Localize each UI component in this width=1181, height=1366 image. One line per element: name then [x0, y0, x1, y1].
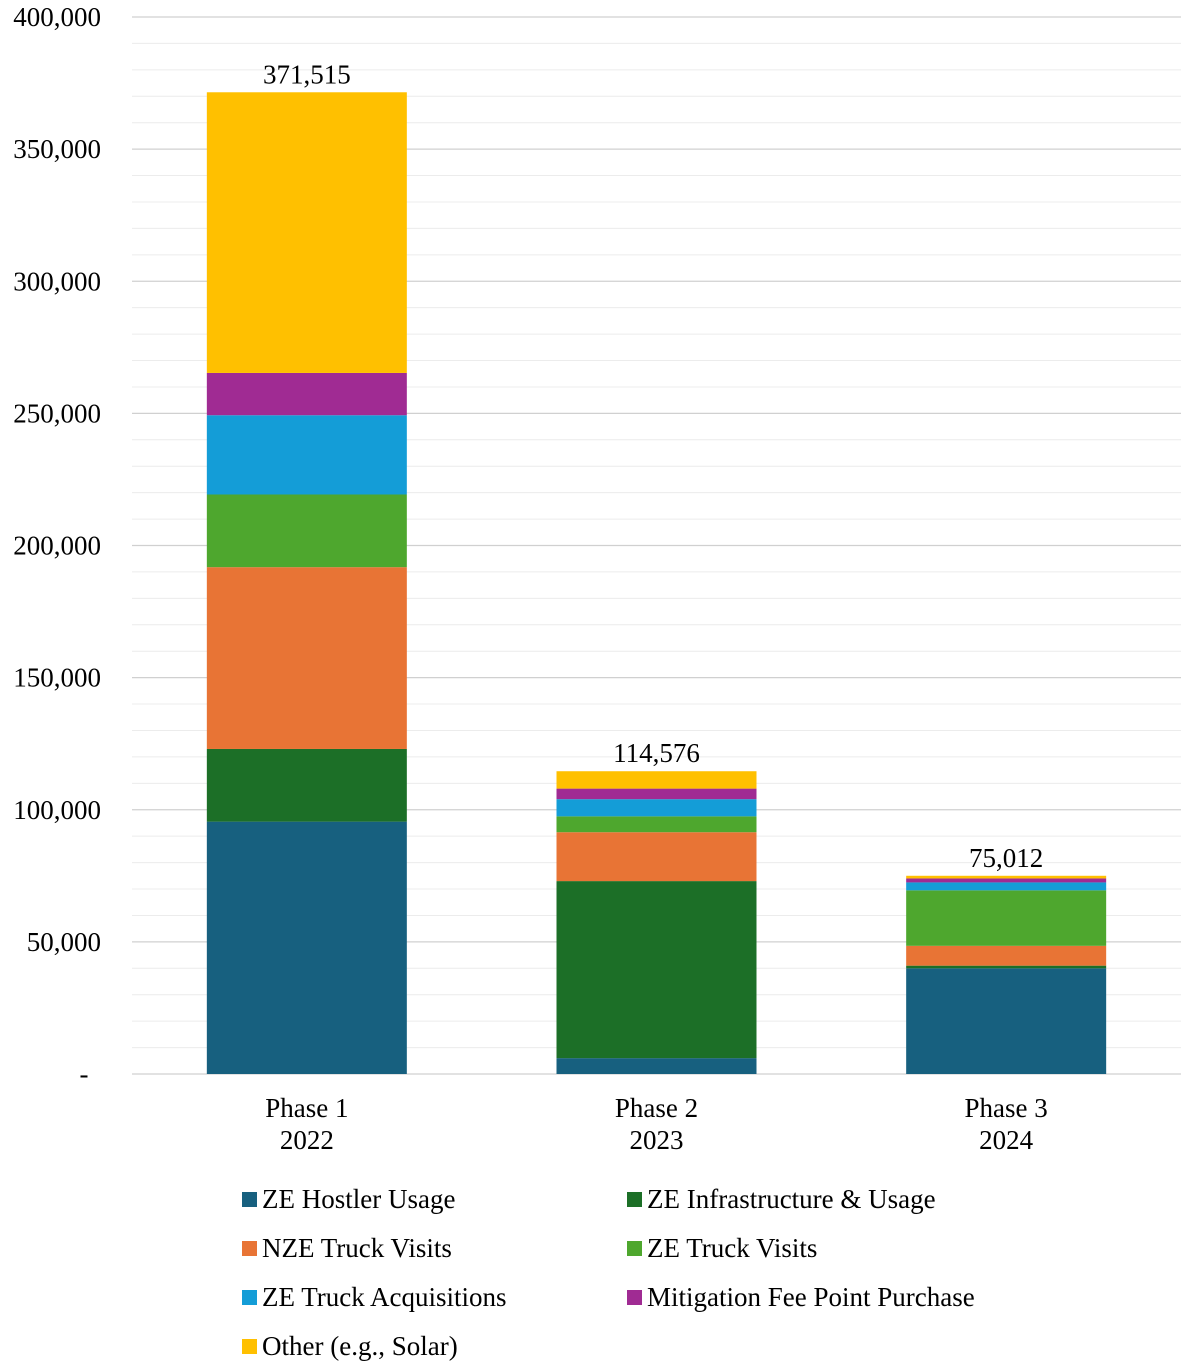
- bar-segment: [906, 875, 1107, 879]
- legend-label: ZE Truck Acquisitions: [262, 1282, 507, 1312]
- bar-segment: [556, 771, 757, 789]
- y-tick-label: 250,000: [13, 398, 101, 428]
- bar-segment: [206, 567, 407, 749]
- y-tick-label: -: [80, 1059, 89, 1089]
- bar-segment: [206, 494, 407, 568]
- legend-swatch: [627, 1192, 642, 1207]
- y-tick-label: 300,000: [13, 266, 101, 296]
- bar-segment: [906, 945, 1107, 966]
- legend-label: NZE Truck Visits: [262, 1233, 452, 1263]
- x-tick-label: Phase 1 2022: [265, 1093, 348, 1155]
- stacked-bar-chart: - 50,000 100,000 150,000 200,000 250,000 300,0…: [13, 2, 1181, 1155]
- x-tick-label: Phase 2 2023: [615, 1093, 698, 1155]
- total-label: 371,515: [263, 59, 351, 89]
- legend-item: ZE Hostler Usage: [242, 1180, 627, 1219]
- y-tick-label: 100,000: [13, 795, 101, 825]
- legend-item: ZE Infrastructure & Usage: [627, 1180, 1042, 1219]
- x-axis-tick-labels: Phase 1 2022 Phase 2 2023 Phase 3 2024: [265, 1093, 1048, 1155]
- legend-swatch: [627, 1290, 642, 1305]
- bar-segment: [556, 788, 757, 800]
- legend-label: ZE Truck Visits: [647, 1233, 818, 1263]
- bar-segment: [906, 890, 1107, 946]
- legend-swatch: [242, 1339, 257, 1354]
- legend-item: Mitigation Fee Point Purchase: [627, 1278, 1042, 1317]
- bar-segment: [906, 882, 1107, 891]
- bar-segment: [206, 821, 407, 1074]
- total-label: 75,012: [969, 843, 1043, 873]
- bar-segment: [906, 968, 1107, 1074]
- bar-segment: [206, 92, 407, 373]
- legend-label: ZE Infrastructure & Usage: [647, 1184, 936, 1214]
- bar-segment: [556, 1058, 757, 1074]
- y-tick-label: 50,000: [27, 927, 101, 957]
- y-tick-label: 150,000: [13, 663, 101, 693]
- legend-label: Mitigation Fee Point Purchase: [647, 1282, 975, 1312]
- legend-swatch: [242, 1290, 257, 1305]
- bar-segment: [906, 878, 1107, 883]
- legend-item: ZE Truck Acquisitions: [242, 1278, 627, 1317]
- legend-item: Other (e.g., Solar): [242, 1327, 627, 1366]
- legend: ZE Hostler Usage ZE Infrastructure & Usag…: [242, 1180, 1042, 1366]
- y-tick-label: 350,000: [13, 134, 101, 164]
- legend-label: ZE Hostler Usage: [262, 1184, 456, 1214]
- legend-item: NZE Truck Visits: [242, 1229, 627, 1268]
- y-tick-label: 200,000: [13, 531, 101, 561]
- bar-segment: [556, 832, 757, 882]
- bar-segment: [206, 748, 407, 822]
- legend-item: ZE Truck Visits: [627, 1229, 1042, 1268]
- bars: [206, 92, 1107, 1074]
- total-labels: 371,515 114,576 75,012: [263, 59, 1043, 873]
- y-axis-tick-labels: - 50,000 100,000 150,000 200,000 250,000 300,0…: [13, 2, 101, 1089]
- bar-segment: [556, 816, 757, 833]
- bar-segment: [206, 372, 407, 416]
- legend-swatch: [242, 1192, 257, 1207]
- legend-swatch: [627, 1241, 642, 1256]
- bar-segment: [556, 799, 757, 817]
- legend-swatch: [242, 1241, 257, 1256]
- bar-segment: [206, 415, 407, 495]
- x-tick-label: Phase 3 2024: [965, 1093, 1048, 1155]
- legend-label: Other (e.g., Solar): [262, 1331, 458, 1361]
- bar-segment: [556, 881, 757, 1059]
- total-label: 114,576: [613, 738, 700, 768]
- bar-segment: [906, 965, 1107, 969]
- y-tick-label: 400,000: [13, 2, 101, 32]
